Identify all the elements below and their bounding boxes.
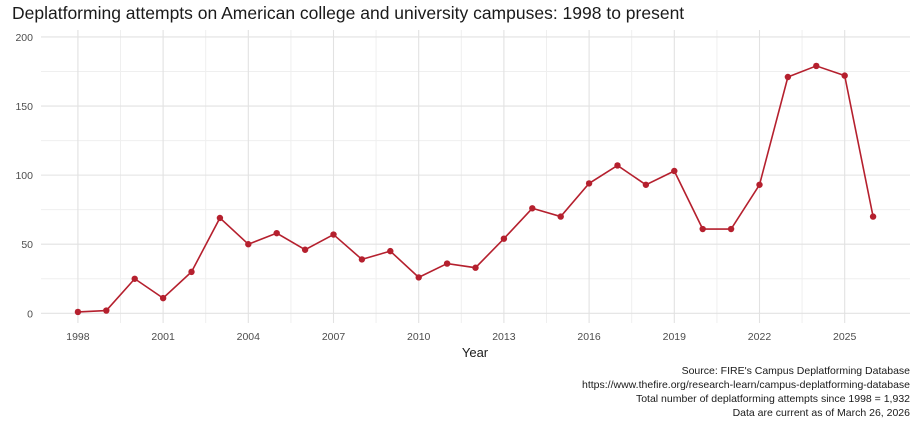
data-point-1998 <box>74 308 82 316</box>
x-tick-label: 2013 <box>492 331 516 343</box>
data-point-2015 <box>557 213 564 220</box>
data-point-2010 <box>415 274 422 281</box>
caption-total: Total number of deplatforming attempts s… <box>635 393 910 405</box>
data-points <box>74 62 877 316</box>
data-point-1999 <box>103 307 110 314</box>
data-point-2003 <box>216 214 224 222</box>
source-caption: Source: FIRE's Campus Deplatforming Data… <box>582 364 910 420</box>
x-tick-labels: 1998 2001 2004 2007 2010 2013 2016 2019 2022 2025 <box>66 331 856 343</box>
data-point-2012 <box>472 264 479 271</box>
data-point-2019 <box>671 167 678 175</box>
y-tick-label: 0 <box>27 308 33 320</box>
x-tick-label: 2001 <box>151 331 175 343</box>
data-point-2004 <box>245 241 252 248</box>
series-line <box>77 65 874 313</box>
data-point-2022 <box>756 181 763 188</box>
x-tick-label: 2010 <box>407 331 431 343</box>
y-tick-label: 100 <box>15 170 33 182</box>
data-point-2006 <box>301 246 309 253</box>
caption-source: Source: FIRE's Campus Deplatforming Data… <box>681 365 910 377</box>
data-point-2023 <box>784 73 792 81</box>
caption-date: Data are current as of March 26, 2026 <box>732 407 910 419</box>
data-point-2005 <box>273 229 280 237</box>
x-axis-label: Year <box>462 345 489 360</box>
data-point-2011 <box>443 260 451 267</box>
data-point-2024 <box>813 62 820 70</box>
data-point-2016 <box>585 180 593 187</box>
y-tick-label: 150 <box>15 101 33 113</box>
data-point-2000 <box>131 275 138 282</box>
data-point-2008 <box>358 256 366 263</box>
x-tick-label: 2022 <box>748 331 772 343</box>
data-point-2017 <box>614 162 621 169</box>
data-point-2013 <box>500 235 508 242</box>
data-point-2021 <box>727 225 735 233</box>
chart-title: Deplatforming attempts on American colle… <box>12 3 685 23</box>
data-point-2018 <box>642 181 650 188</box>
data-point-2009 <box>387 247 394 255</box>
y-tick-label: 200 <box>15 32 33 44</box>
caption-url: https://www.thefire.org/research-learn/c… <box>582 379 910 391</box>
data-point-2001 <box>159 294 167 302</box>
y-tick-label: 50 <box>21 239 33 251</box>
x-tick-label: 2016 <box>577 331 601 343</box>
x-tick-label: 2007 <box>322 331 346 343</box>
x-tick-label: 2025 <box>833 331 857 343</box>
data-point-2026 <box>869 213 877 220</box>
data-point-2020 <box>699 225 706 233</box>
data-point-2002 <box>188 268 195 276</box>
y-tick-labels: 0 50 100 150 200 <box>15 32 33 320</box>
data-point-2025 <box>841 72 848 79</box>
data-point-2014 <box>529 205 536 212</box>
minor-grid <box>41 30 910 323</box>
x-tick-label: 1998 <box>66 331 90 343</box>
data-point-2007 <box>330 231 337 238</box>
x-tick-label: 2019 <box>663 331 687 343</box>
x-tick-label: 2004 <box>237 331 261 343</box>
